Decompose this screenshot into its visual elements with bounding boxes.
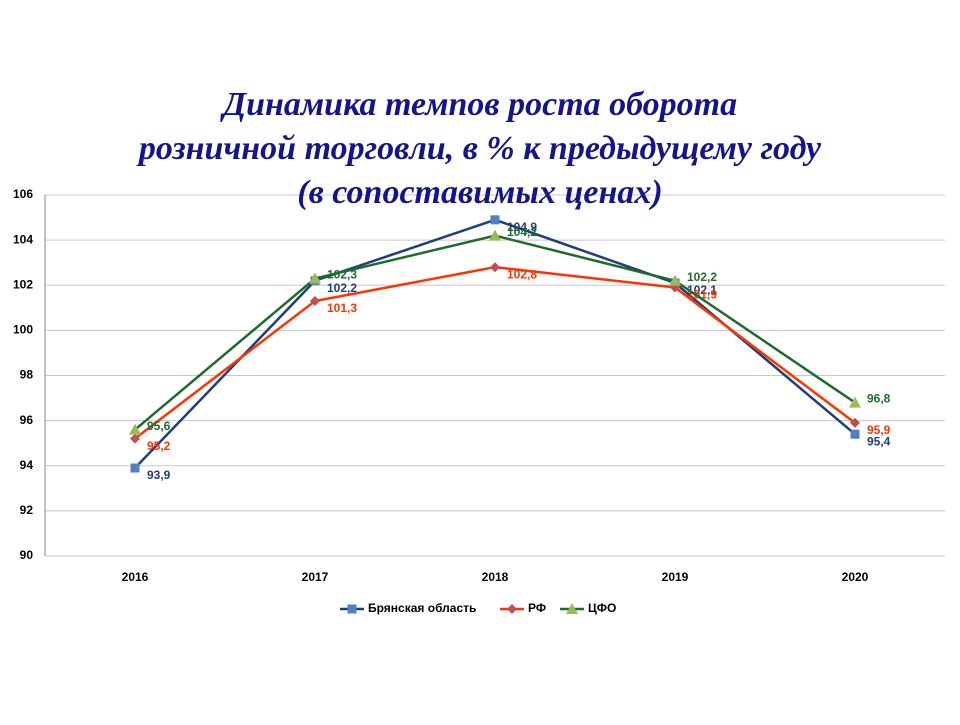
legend-label: Брянская область [368, 601, 476, 615]
marker [490, 262, 500, 273]
marker [129, 423, 141, 435]
data-label: 95,6 [147, 419, 171, 433]
y-tick-label: 100 [13, 323, 33, 337]
y-tick-label: 94 [20, 458, 34, 472]
chart-title: Динамика темпов роста оборота [220, 86, 737, 123]
x-tick-label: 2019 [662, 570, 689, 584]
y-tick-label: 96 [20, 413, 34, 427]
data-label: 102,8 [507, 267, 537, 281]
x-tick-label: 2018 [482, 570, 509, 584]
y-tick-label: 102 [13, 277, 33, 291]
marker [310, 296, 320, 307]
data-label: 95,2 [147, 439, 171, 453]
y-tick-label: 90 [20, 548, 34, 562]
chart-title: (в сопоставимых ценах) [297, 174, 662, 211]
x-tick-label: 2016 [122, 570, 149, 584]
marker [309, 272, 321, 284]
data-label: 104,2 [507, 225, 537, 239]
marker [130, 433, 140, 444]
data-label: 102,2 [687, 270, 717, 284]
data-label: 95,4 [867, 434, 891, 448]
legend-marker [507, 604, 517, 614]
legend-label: РФ [528, 601, 546, 615]
y-tick-label: 92 [20, 503, 34, 517]
data-label: 102,3 [327, 268, 357, 282]
data-label: 93,9 [147, 468, 171, 482]
x-tick-label: 2020 [842, 570, 869, 584]
data-label: 101,3 [327, 301, 357, 315]
marker [850, 417, 860, 428]
marker [849, 396, 861, 408]
y-tick-label: 106 [13, 187, 33, 201]
x-tick-label: 2017 [302, 570, 329, 584]
legend-marker [347, 604, 357, 614]
marker [490, 215, 500, 225]
marker [130, 463, 140, 473]
legend-marker [566, 603, 578, 614]
marker [669, 274, 681, 286]
data-label: 101,9 [687, 288, 717, 302]
y-tick-label: 104 [13, 232, 33, 246]
chart-title: розничной торговли, в % к предыдущему го… [136, 130, 822, 167]
marker [850, 429, 860, 439]
data-label: 102,2 [327, 281, 357, 295]
y-tick-label: 98 [20, 368, 34, 382]
data-label: 104,9 [507, 220, 537, 234]
marker [489, 229, 501, 241]
legend-label: ЦФО [588, 601, 616, 615]
data-label: 95,9 [867, 423, 891, 437]
data-label: 96,8 [867, 392, 891, 406]
